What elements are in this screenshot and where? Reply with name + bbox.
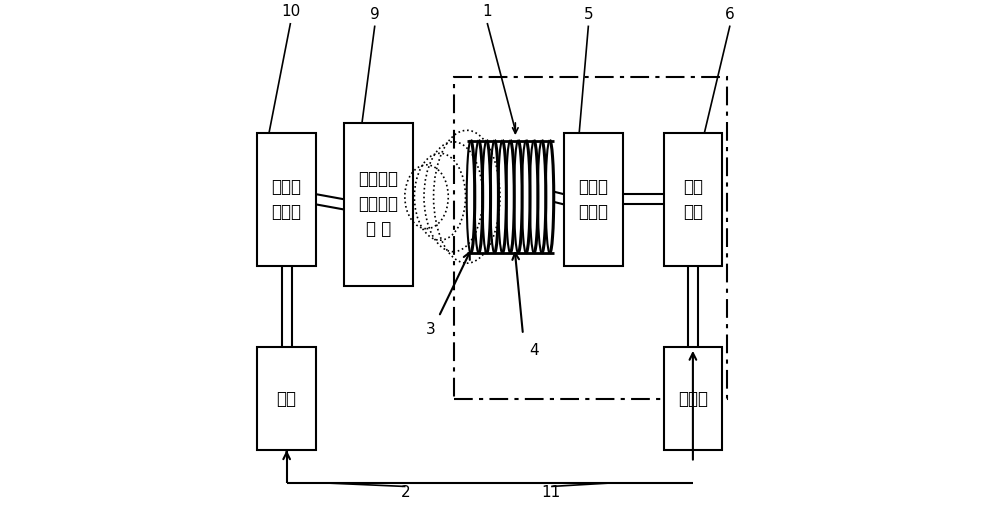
Text: 蓄电
装置: 蓄电 装置: [683, 178, 703, 221]
Text: 3: 3: [426, 322, 436, 337]
Text: 功能控
制电路: 功能控 制电路: [272, 178, 302, 221]
Bar: [454, 77, 727, 399]
Text: 电源: 电源: [277, 389, 297, 408]
Bar: [257, 347, 316, 450]
Text: 高频交变
磁场产生
电 路: 高频交变 磁场产生 电 路: [359, 170, 399, 239]
Text: 用电器: 用电器: [678, 389, 708, 408]
Bar: [344, 123, 413, 286]
Bar: [664, 133, 722, 266]
Text: 9: 9: [370, 7, 380, 22]
Text: 5: 5: [584, 7, 593, 22]
Text: 10: 10: [281, 5, 300, 19]
Text: 6: 6: [725, 7, 735, 22]
Bar: [257, 133, 316, 266]
Text: 11: 11: [541, 485, 561, 500]
Bar: [664, 347, 722, 450]
Text: 1: 1: [482, 5, 492, 19]
Text: 2: 2: [401, 485, 410, 500]
Text: 滤波整
流电路: 滤波整 流电路: [578, 178, 608, 221]
Bar: [564, 133, 623, 266]
Text: 4: 4: [530, 342, 539, 358]
